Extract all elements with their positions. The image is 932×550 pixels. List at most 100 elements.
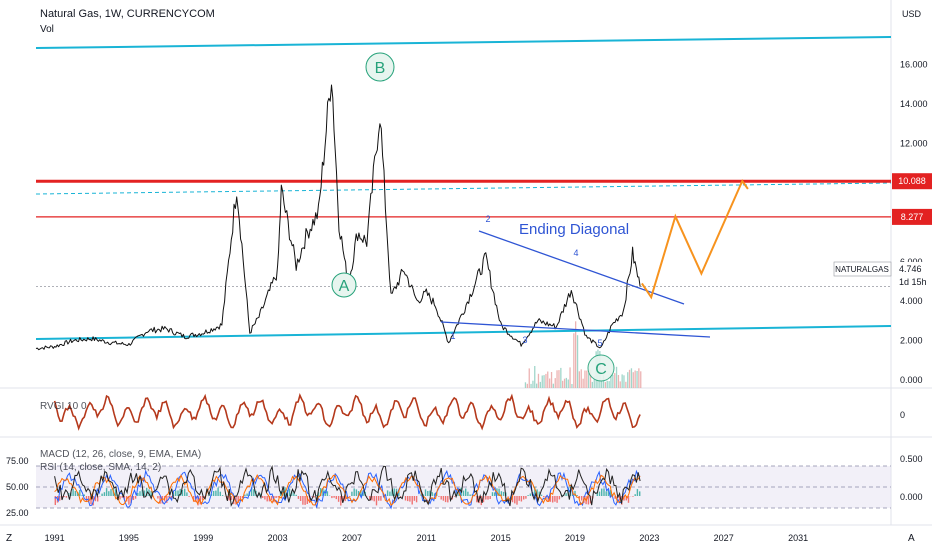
macd-hist-bar bbox=[494, 492, 496, 496]
volume-bar bbox=[606, 380, 608, 388]
wave-5-label[interactable]: 5 bbox=[597, 338, 602, 348]
macd-hist-bar bbox=[130, 496, 132, 504]
macd-hist-bar bbox=[230, 496, 233, 500]
price-series-line[interactable] bbox=[35, 84, 641, 351]
macd-hist-bar bbox=[596, 493, 598, 496]
x-tick-label: 2027 bbox=[714, 533, 734, 543]
macd-tick-0[interactable]: 0.500 bbox=[900, 454, 923, 464]
wave-label-A[interactable]: A bbox=[331, 272, 357, 298]
volume-bar bbox=[580, 369, 582, 388]
rvgi-line[interactable] bbox=[53, 392, 641, 431]
timezone-icon[interactable]: Z bbox=[6, 533, 12, 544]
macd-hist-bar bbox=[65, 496, 68, 498]
y-tick-label: 4.000 bbox=[900, 296, 923, 306]
macd-hist-bar bbox=[534, 486, 536, 496]
volume-bar bbox=[614, 373, 616, 388]
macd-hist-bar bbox=[304, 496, 306, 505]
wave-label-B[interactable]: B bbox=[365, 52, 395, 82]
time-axis-ticks[interactable]: 1991 1995 1999 2003 2007 2011 2015 2019 2023 2027… bbox=[45, 533, 809, 543]
last-price-tag[interactable] bbox=[892, 262, 932, 289]
channel-upper-line[interactable] bbox=[35, 36, 892, 49]
y-tick-label: 6.000 bbox=[900, 257, 923, 267]
diagonal-lower-line[interactable] bbox=[440, 321, 711, 338]
channel-lower-line[interactable] bbox=[35, 325, 892, 340]
volume-bar bbox=[569, 367, 571, 388]
macd-hist-bar bbox=[625, 496, 627, 501]
diagonal-upper-line[interactable] bbox=[478, 230, 685, 305]
macd-hist-bar bbox=[438, 496, 440, 497]
macd-hist-bar bbox=[632, 496, 634, 497]
macd-hist-bar bbox=[391, 489, 393, 496]
rsi-label[interactable]: RSI (14, close, SMA, 14, 2) bbox=[40, 462, 161, 473]
macd-hist-bar bbox=[556, 496, 558, 503]
symbol-title[interactable]: Natural Gas, 1W, CURRENCYCOM bbox=[40, 8, 215, 20]
macd-hist-bar bbox=[634, 494, 636, 496]
macd-hist-bar bbox=[487, 496, 489, 500]
macd-hist-bar bbox=[114, 489, 117, 496]
macd-hist-bar bbox=[246, 493, 248, 496]
macd-hist-bar bbox=[540, 494, 543, 496]
macd-hist-bar bbox=[476, 496, 478, 503]
macd-hist-bar bbox=[607, 489, 610, 496]
macd-signal-line[interactable] bbox=[54, 473, 641, 507]
rsi-tick-0[interactable]: 75.00 bbox=[6, 456, 29, 466]
macd-hist-bar bbox=[322, 488, 324, 496]
volume-bar bbox=[539, 381, 541, 388]
rsi-tick-1[interactable]: 50.00 bbox=[6, 482, 29, 492]
macd-hist-bar bbox=[94, 496, 97, 502]
macd-hist-bar bbox=[320, 488, 322, 496]
wave-4-label[interactable]: 4 bbox=[573, 248, 578, 258]
volume-bar bbox=[630, 368, 633, 388]
volume-bar bbox=[543, 375, 545, 388]
auto-scale-icon[interactable]: A bbox=[908, 533, 915, 544]
macd-hist-bar bbox=[141, 489, 143, 496]
volume-bar bbox=[563, 378, 566, 388]
macd-hist-bar bbox=[146, 487, 148, 496]
macd-hist-bar bbox=[440, 496, 442, 500]
macd-hist-bar bbox=[429, 490, 431, 496]
macd-hist-bar bbox=[288, 488, 291, 496]
wave-3-label[interactable]: 3 bbox=[522, 335, 527, 345]
volume-bar bbox=[573, 333, 575, 388]
macd-hist-bar bbox=[516, 496, 518, 505]
x-tick-label: 2031 bbox=[788, 533, 808, 543]
volume-bar bbox=[558, 370, 560, 388]
level-10088-tag[interactable] bbox=[892, 173, 932, 190]
macd-tick-1[interactable]: 0.000 bbox=[900, 492, 923, 502]
level-8277-tag[interactable] bbox=[892, 208, 932, 225]
macd-hist-bar bbox=[306, 496, 308, 504]
rsi-line[interactable] bbox=[54, 464, 641, 507]
rvgi-label[interactable]: RVGI 10 0 bbox=[40, 401, 87, 412]
channel-mid-line[interactable] bbox=[35, 182, 892, 195]
x-tick-label: 2019 bbox=[565, 533, 585, 543]
macd-hist-bar bbox=[469, 494, 471, 496]
macd-hist-bar bbox=[342, 496, 344, 503]
wave-label-C[interactable]: C bbox=[587, 354, 615, 382]
macd-hist-bar bbox=[453, 496, 456, 497]
volume-bar bbox=[545, 373, 547, 388]
macd-histogram bbox=[54, 486, 641, 506]
rvgi-zero-tick[interactable]: 0 bbox=[900, 410, 905, 420]
y-tick-label: 0.000 bbox=[900, 375, 923, 385]
symbol-tag[interactable] bbox=[833, 261, 892, 277]
volume-label[interactable]: Vol bbox=[40, 24, 54, 35]
wave-2-label[interactable]: 2 bbox=[485, 214, 490, 224]
volume-bar bbox=[625, 381, 627, 388]
currency-label[interactable]: USD bbox=[902, 9, 922, 19]
macd-hist-bar bbox=[498, 488, 500, 496]
macd-hist-bar bbox=[184, 488, 186, 496]
price-axis-ticks[interactable]: 16.000 14.000 12.000 6.000 4.000 2.000 0.000 bbox=[900, 60, 928, 385]
projection-path[interactable] bbox=[641, 178, 749, 300]
rsi-tick-2[interactable]: 25.00 bbox=[6, 508, 29, 518]
macd-hist-bar bbox=[485, 496, 487, 500]
macd-label[interactable]: MACD (12, 26, close, 9, EMA, EMA) bbox=[40, 449, 201, 460]
macd-hist-bar bbox=[188, 496, 190, 497]
volume-bar bbox=[623, 375, 625, 388]
wave-1-label[interactable]: 1 bbox=[450, 331, 455, 341]
macd-hist-bar bbox=[514, 496, 516, 504]
macd-hist-bar bbox=[119, 496, 121, 500]
ending-diagonal-label[interactable]: Ending Diagonal bbox=[519, 221, 629, 238]
macd-hist-bar bbox=[420, 493, 422, 496]
macd-hist-bar bbox=[442, 496, 445, 501]
